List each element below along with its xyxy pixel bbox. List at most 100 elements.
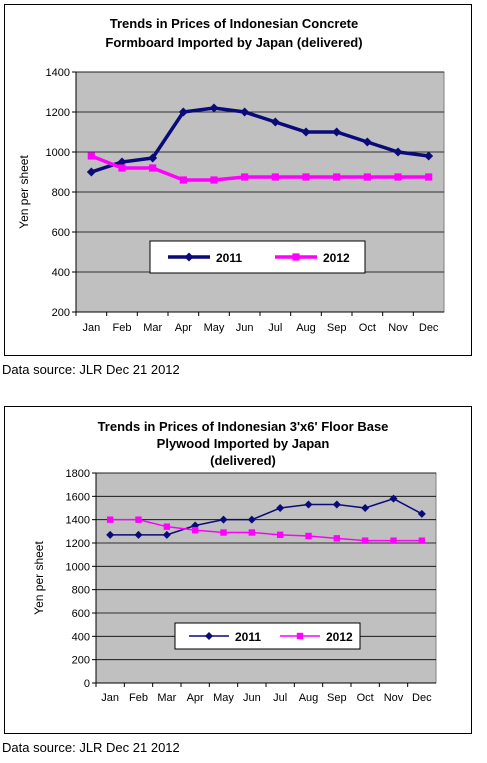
data-point-2011 <box>106 530 115 539</box>
chart-concrete-formboard: Trends in Prices of Indonesian Concrete F… <box>17 16 445 334</box>
x-tick-label: Jul <box>273 692 287 704</box>
y-tick-label: 800 <box>72 585 90 597</box>
data-point-2011 <box>117 157 127 167</box>
x-tick-label: Apr <box>175 322 192 334</box>
y-tick-label: 600 <box>72 608 90 620</box>
data-point-2011 <box>417 509 426 518</box>
chart-title-line: Trends in Prices of Indonesian 3'x6' Flo… <box>98 419 389 434</box>
chart-floor-base-plywood: Trends in Prices of Indonesian 3'x6' Flo… <box>32 419 437 704</box>
plot-area <box>95 472 437 684</box>
data-point-2011 <box>240 107 250 117</box>
data-source-note: Data source: JLR Dec 21 2012 <box>2 362 180 377</box>
data-point-2011 <box>276 504 285 512</box>
legend-label: 2012 <box>326 630 353 644</box>
data-point-2012 <box>418 537 426 544</box>
data-point-2012 <box>135 516 142 523</box>
y-tick-label: 1000 <box>46 147 70 159</box>
data-point-2011 <box>219 515 228 524</box>
x-tick-label: Nov <box>384 692 404 704</box>
data-point-2012 <box>191 526 199 534</box>
data-point-2012 <box>305 532 312 540</box>
chart-frame-concrete-formboard: Trends in Prices of Indonesian Concrete F… <box>4 4 472 356</box>
legend-marker-2011 <box>184 252 194 262</box>
series-line-2011 <box>110 497 423 536</box>
x-tick-label: Sep <box>327 692 347 704</box>
data-point-2012 <box>106 516 114 523</box>
y-tick-label: 1200 <box>46 107 70 119</box>
y-tick-label: 200 <box>72 655 90 667</box>
legend-label: 2012 <box>323 251 350 265</box>
chart-title-line: Formboard Imported by Japan (delivered) <box>105 35 362 50</box>
data-point-2011 <box>134 530 143 539</box>
data-point-2011 <box>304 500 313 509</box>
y-axis-label: Yen per sheet <box>32 541 46 615</box>
y-tick-label: 1400 <box>66 515 90 527</box>
data-point-2012 <box>394 173 402 181</box>
data-point-2012 <box>241 173 249 181</box>
data-point-2011 <box>148 153 158 163</box>
chart-title-line: Trends in Prices of Indonesian Concrete <box>110 16 359 31</box>
y-tick-label: 800 <box>52 187 70 199</box>
data-point-2011 <box>301 127 311 137</box>
y-tick-label: 1000 <box>66 561 90 573</box>
x-tick-label: Mar <box>143 322 162 334</box>
data-point-2012 <box>363 173 371 181</box>
data-point-2011 <box>389 494 398 503</box>
data-point-2012 <box>390 537 397 544</box>
legend-marker-2012 <box>296 632 304 640</box>
x-tick-label: Aug <box>296 322 316 334</box>
data-point-2011 <box>424 151 434 161</box>
series-line-2011 <box>90 106 429 174</box>
chart-frame-floor-base-plywood: Trends in Prices of Indonesian 3'x6' Flo… <box>4 406 472 734</box>
y-tick-label: 600 <box>52 227 70 239</box>
data-source-note: Data source: JLR Dec 21 2012 <box>2 740 180 755</box>
data-point-2011 <box>270 117 280 127</box>
x-tick-label: Dec <box>419 322 439 334</box>
y-tick-label: 400 <box>72 631 90 643</box>
data-point-2012 <box>276 531 284 539</box>
data-point-2012 <box>87 152 95 160</box>
x-tick-label: Mar <box>157 692 176 704</box>
legend-label: 2011 <box>216 251 242 265</box>
series-line-2012 <box>110 518 422 542</box>
data-point-2011 <box>162 530 171 539</box>
x-tick-label: Dec <box>412 692 432 704</box>
y-tick-label: 200 <box>52 307 70 319</box>
data-point-2012 <box>118 164 126 172</box>
x-tick-label: Oct <box>357 692 374 704</box>
y-axis-label: Yen per sheet <box>17 155 31 229</box>
x-tick-label: Jan <box>101 692 119 704</box>
x-tick-label: May <box>204 322 225 334</box>
data-point-2012 <box>271 173 279 181</box>
legend-marker-2012 <box>292 253 300 261</box>
y-tick-label: 0 <box>84 678 90 690</box>
x-tick-label: Apr <box>187 692 204 704</box>
data-point-2012 <box>149 164 157 172</box>
x-tick-label: Feb <box>113 322 132 334</box>
data-point-2012 <box>220 529 227 536</box>
x-tick-label: Nov <box>388 322 408 334</box>
data-point-2011 <box>332 500 341 509</box>
data-point-2011 <box>362 137 372 147</box>
x-tick-label: Jul <box>268 322 282 334</box>
data-point-2011 <box>247 515 256 524</box>
data-point-2012 <box>425 173 433 181</box>
series-line-2012 <box>90 154 429 182</box>
x-tick-label: Feb <box>129 692 148 704</box>
data-point-2011 <box>86 167 96 177</box>
x-tick-label: Jan <box>82 322 100 334</box>
x-tick-label: Sep <box>327 322 347 334</box>
data-point-2012 <box>333 173 341 181</box>
x-tick-label: Jun <box>243 692 261 704</box>
data-point-2011 <box>209 103 219 113</box>
legend-label: 2011 <box>235 630 261 644</box>
chart-title-line: Plywood Imported by Japan <box>157 436 330 451</box>
chart-title-line: (delivered) <box>210 453 276 468</box>
y-tick-label: 1800 <box>66 468 90 480</box>
data-point-2012 <box>333 535 341 542</box>
data-point-2011 <box>332 127 342 137</box>
y-tick-label: 1400 <box>46 67 70 79</box>
data-point-2012 <box>302 173 310 181</box>
y-tick-label: 1600 <box>66 491 90 503</box>
x-tick-label: Jun <box>236 322 254 334</box>
